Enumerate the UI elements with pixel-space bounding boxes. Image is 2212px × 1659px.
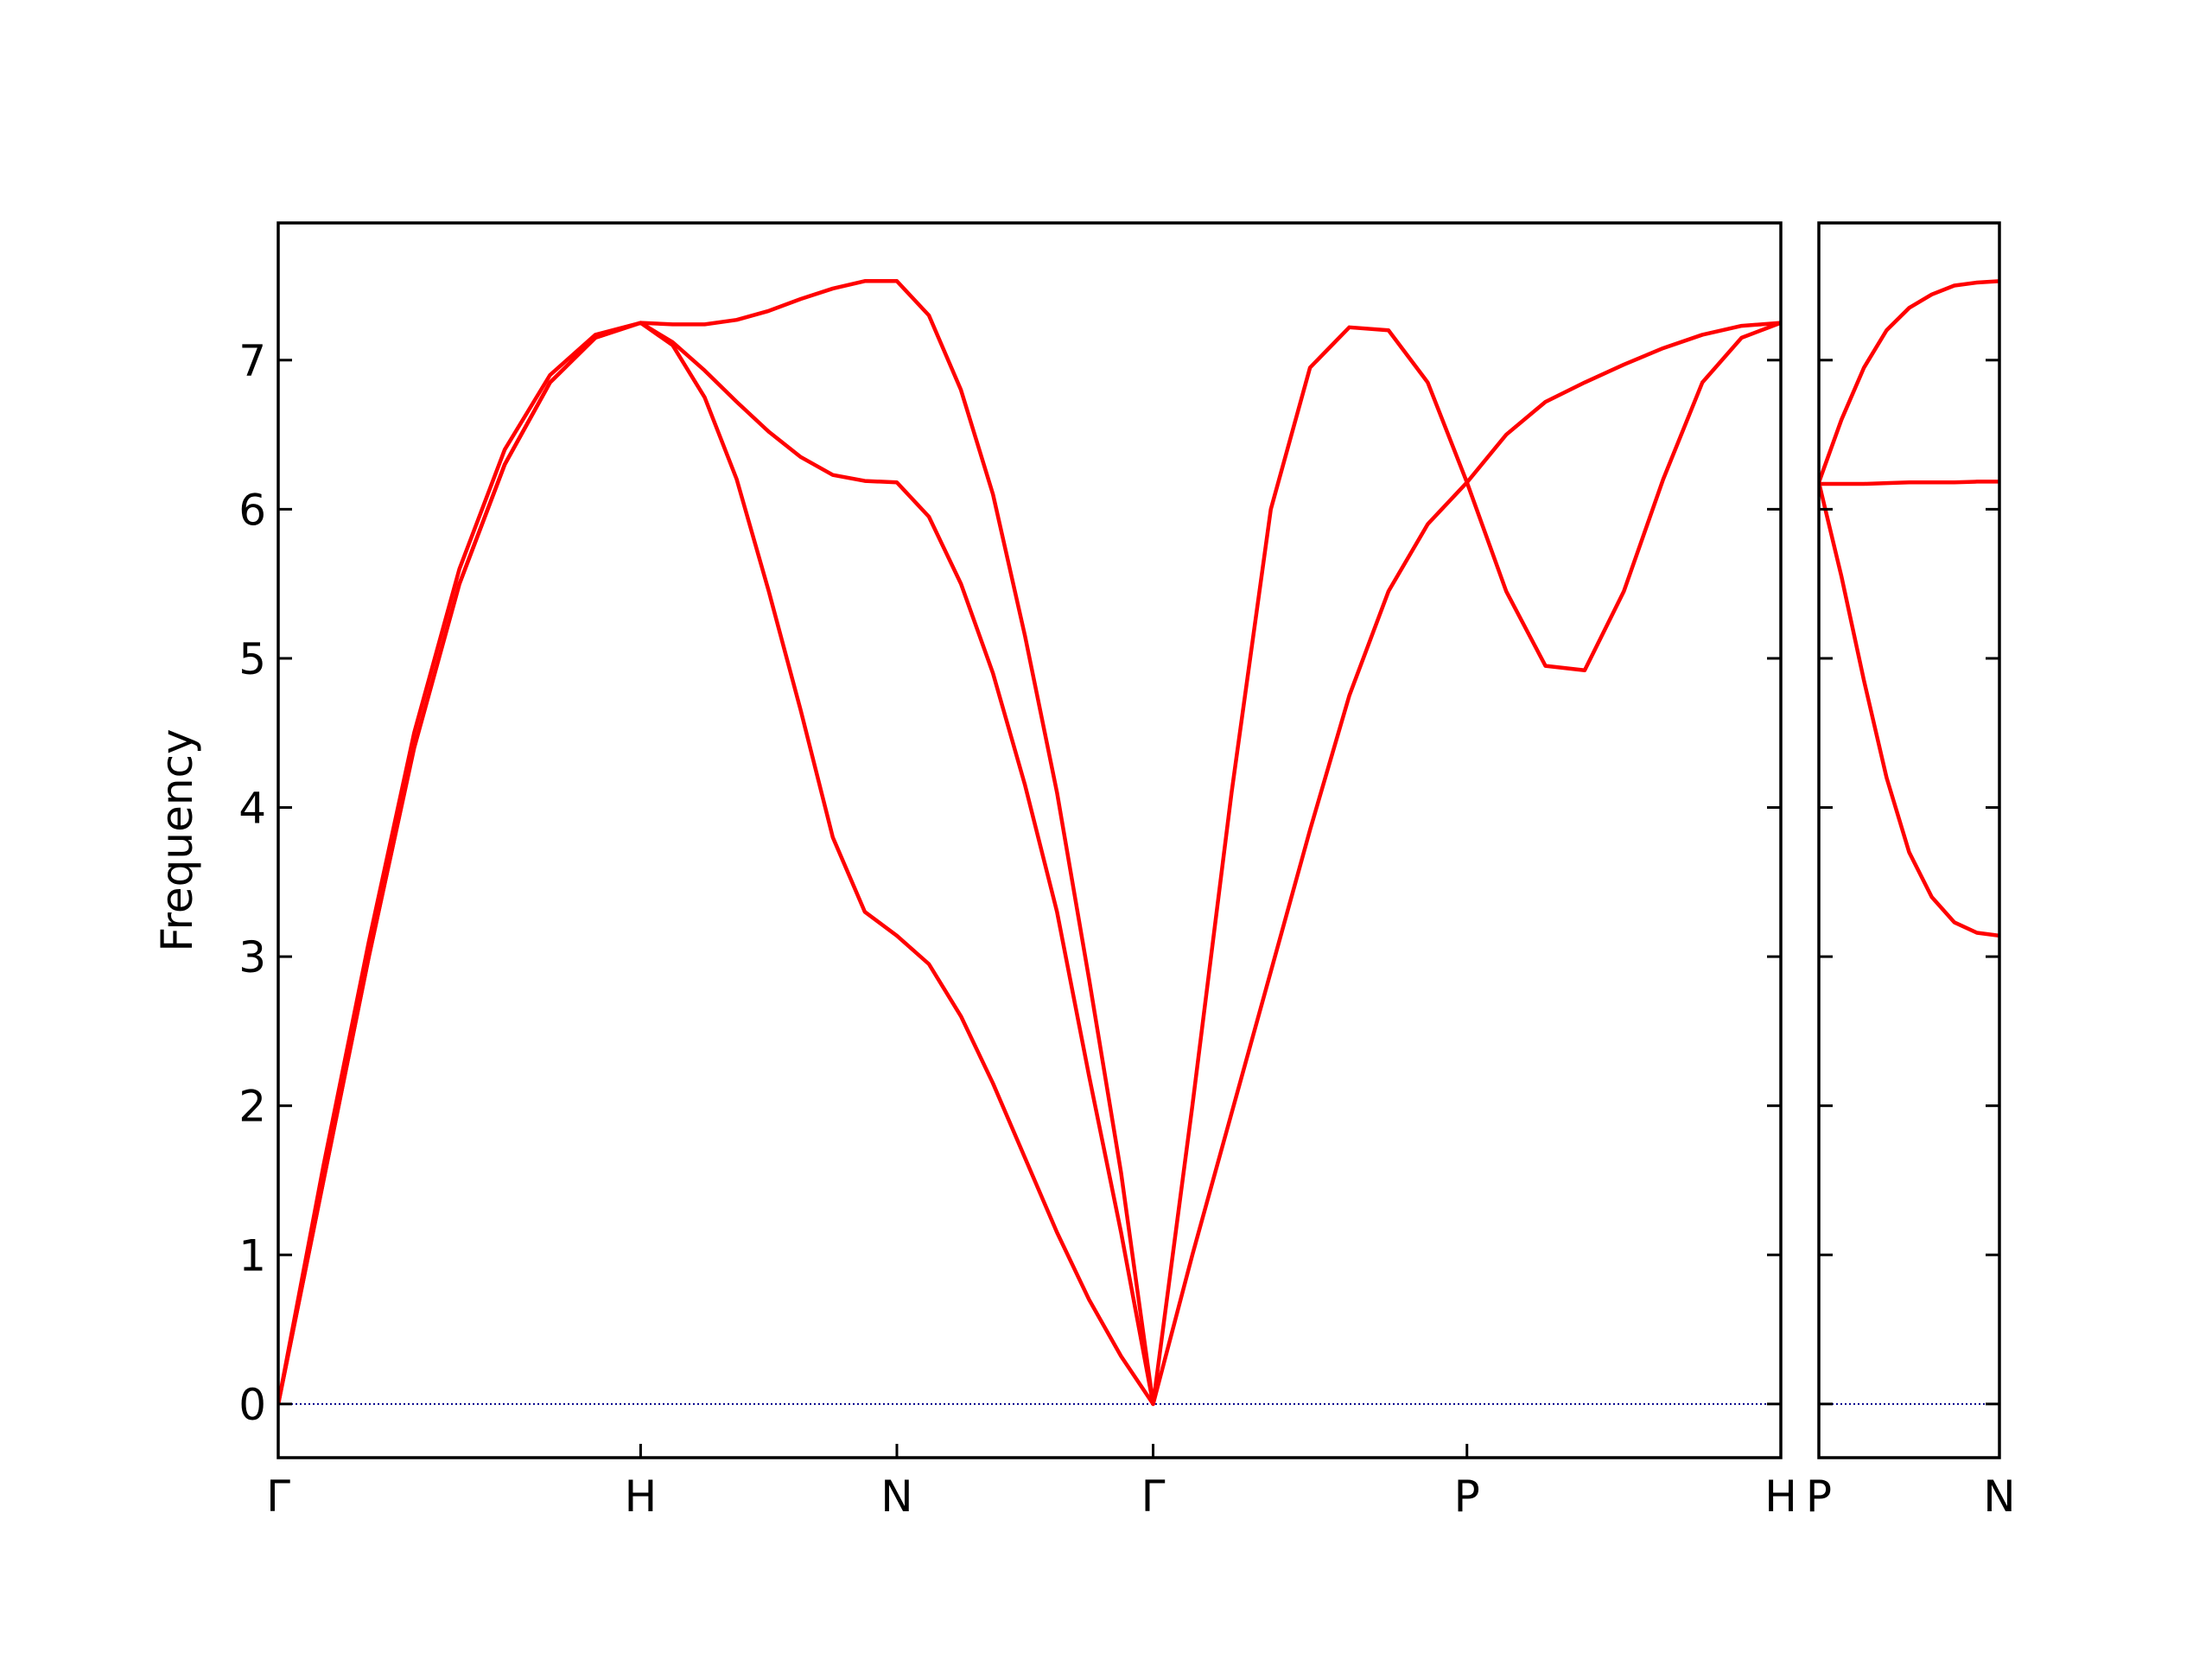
x-tick-label: Γ	[266, 1471, 290, 1522]
y-tick-label: 5	[238, 634, 266, 684]
plot-area	[1819, 279, 1999, 1405]
x-tick-label: H	[625, 1471, 658, 1522]
x-tick-label: P	[1454, 1471, 1480, 1522]
x-tick-label: H	[1764, 1471, 1797, 1522]
axes-frame	[276, 221, 1783, 1459]
band-line	[278, 321, 1781, 1407]
x-tick-label: Γ	[1141, 1471, 1166, 1522]
y-tick-label: 2	[238, 1082, 266, 1132]
plot-area	[278, 279, 1781, 1407]
x-tick-label: N	[1983, 1471, 2015, 1522]
y-tick-label: 3	[238, 932, 266, 982]
band-line	[1819, 279, 1999, 485]
axes-frame	[1817, 221, 2001, 1459]
band-line	[278, 279, 1155, 1407]
y-tick-label: 4	[238, 784, 266, 834]
y-tick-label: 1	[238, 1230, 266, 1281]
band-line	[278, 321, 1781, 1407]
x-tick-label: P	[1806, 1471, 1832, 1522]
band-line	[1819, 480, 1999, 486]
x-tick-label: N	[880, 1471, 912, 1522]
y-tick-label: 7	[238, 336, 266, 386]
y-tick-label: 6	[238, 485, 266, 535]
y-tick-label: 0	[238, 1380, 266, 1430]
band-line	[1819, 480, 1999, 938]
y-axis-label: Frequency	[152, 728, 202, 951]
